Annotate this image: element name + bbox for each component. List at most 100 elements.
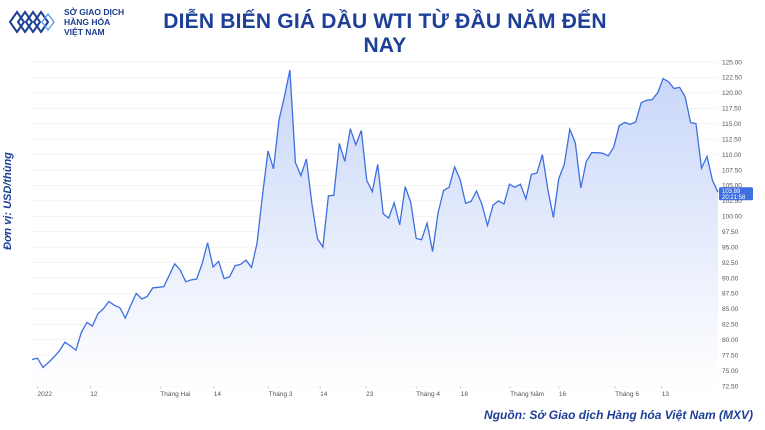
data-point bbox=[706, 156, 708, 158]
logo-line-2: HÀNG HÓA bbox=[64, 17, 111, 27]
data-point bbox=[295, 162, 297, 164]
x-tick-label: 2022 bbox=[37, 391, 52, 398]
y-tick-label: 120.00 bbox=[722, 90, 742, 97]
y-tick-label: 97.50 bbox=[722, 229, 739, 236]
data-point bbox=[311, 203, 313, 205]
data-point bbox=[569, 128, 571, 130]
last-price-time: 20:21:58 bbox=[722, 195, 746, 201]
data-point bbox=[542, 154, 544, 156]
data-point bbox=[48, 362, 50, 364]
data-point bbox=[459, 178, 461, 180]
x-tick-label: Tháng 3 bbox=[269, 391, 293, 398]
data-point bbox=[328, 195, 330, 197]
data-point bbox=[37, 357, 39, 359]
data-point bbox=[487, 225, 489, 227]
source-note: Nguồn: Sở Giao dịch Hàng hóa Việt Nam (M… bbox=[484, 408, 753, 422]
x-tick-label: 23 bbox=[366, 391, 374, 398]
data-point bbox=[415, 238, 417, 240]
data-point bbox=[223, 278, 225, 280]
data-point bbox=[344, 161, 346, 163]
data-point bbox=[59, 350, 61, 352]
y-tick-label: 102.50 bbox=[722, 198, 742, 205]
y-tick-label: 100.00 bbox=[722, 214, 742, 221]
data-point bbox=[163, 286, 165, 288]
data-point bbox=[146, 296, 148, 298]
y-tick-label: 122.50 bbox=[722, 75, 742, 82]
x-tick-label: Tháng Hai bbox=[160, 391, 190, 398]
data-point bbox=[553, 217, 555, 219]
price-line bbox=[31, 69, 719, 369]
data-point bbox=[185, 281, 187, 283]
data-point bbox=[300, 175, 302, 177]
data-point bbox=[103, 308, 105, 310]
data-point bbox=[86, 322, 88, 324]
y-tick-label: 125.00 bbox=[722, 59, 742, 66]
data-point bbox=[179, 269, 181, 271]
data-point bbox=[289, 69, 291, 71]
data-point bbox=[602, 153, 604, 155]
y-tick-label: 112.50 bbox=[722, 136, 742, 143]
data-point bbox=[679, 87, 681, 89]
data-point bbox=[31, 359, 33, 361]
data-point bbox=[273, 168, 275, 170]
data-point bbox=[448, 186, 450, 188]
data-point bbox=[531, 174, 533, 176]
y-tick-label: 87.50 bbox=[722, 291, 739, 298]
x-tick-label: Tháng 4 bbox=[416, 391, 440, 398]
chart-area: 72.50 75.00 77.50 80.00 82.50 85.00 87.50 90.00… bbox=[30, 56, 765, 401]
data-point bbox=[503, 203, 505, 205]
data-point bbox=[690, 122, 692, 124]
data-point bbox=[712, 180, 714, 182]
y-tick-label: 85.00 bbox=[722, 306, 739, 313]
x-tick-labels: 2022 12 Tháng Hai 14 Tháng 3 14 23 Tháng 4 18 Thá… bbox=[37, 386, 669, 398]
data-point bbox=[355, 144, 357, 146]
x-tick-label: 13 bbox=[662, 391, 670, 398]
data-point bbox=[108, 301, 110, 303]
y-tick-label: 77.50 bbox=[722, 352, 739, 359]
data-point bbox=[75, 349, 77, 351]
data-point bbox=[218, 261, 220, 263]
data-point bbox=[651, 99, 653, 101]
data-point bbox=[476, 190, 478, 192]
data-point bbox=[393, 202, 395, 204]
y-tick-label: 105.00 bbox=[722, 183, 742, 190]
data-point bbox=[607, 155, 609, 157]
data-point bbox=[421, 239, 423, 241]
data-point bbox=[339, 143, 341, 145]
data-point bbox=[585, 161, 587, 163]
data-point bbox=[284, 96, 286, 98]
x-tick-label: 12 bbox=[90, 391, 98, 398]
data-point bbox=[618, 125, 620, 127]
data-point bbox=[64, 341, 66, 343]
y-tick-label: 95.00 bbox=[722, 244, 739, 251]
y-tick-labels: 72.50 75.00 77.50 80.00 82.50 85.00 87.50 90.00… bbox=[722, 59, 742, 390]
data-point bbox=[717, 191, 719, 193]
last-price-box bbox=[719, 187, 753, 201]
data-point bbox=[525, 198, 527, 200]
data-point bbox=[399, 224, 401, 226]
data-point bbox=[114, 304, 116, 306]
x-tick-label: 14 bbox=[320, 391, 328, 398]
data-point bbox=[410, 201, 412, 203]
data-point bbox=[520, 183, 522, 185]
data-point bbox=[382, 213, 384, 215]
data-point bbox=[547, 189, 549, 191]
y-tick-label: 117.50 bbox=[722, 106, 742, 113]
price-chart: 72.50 75.00 77.50 80.00 82.50 85.00 87.50 90.00… bbox=[31, 59, 753, 398]
data-point bbox=[190, 279, 192, 281]
data-point bbox=[201, 263, 203, 265]
logo-line-1: SỞ GIAO DỊCH bbox=[64, 7, 125, 17]
mxv-logo: SỞ GIAO DỊCH HÀNG HÓA VIỆT NAM bbox=[8, 6, 158, 40]
data-point bbox=[657, 92, 659, 94]
data-point bbox=[465, 203, 467, 205]
data-point bbox=[426, 222, 428, 224]
y-tick-label: 110.00 bbox=[722, 152, 742, 159]
data-point bbox=[575, 142, 577, 144]
data-point bbox=[360, 130, 362, 132]
data-point bbox=[333, 195, 335, 197]
y-tick-label: 92.50 bbox=[722, 260, 739, 267]
data-point bbox=[596, 152, 598, 154]
data-point bbox=[481, 204, 483, 206]
data-point bbox=[245, 259, 247, 261]
y-tick-label: 115.00 bbox=[722, 121, 742, 128]
